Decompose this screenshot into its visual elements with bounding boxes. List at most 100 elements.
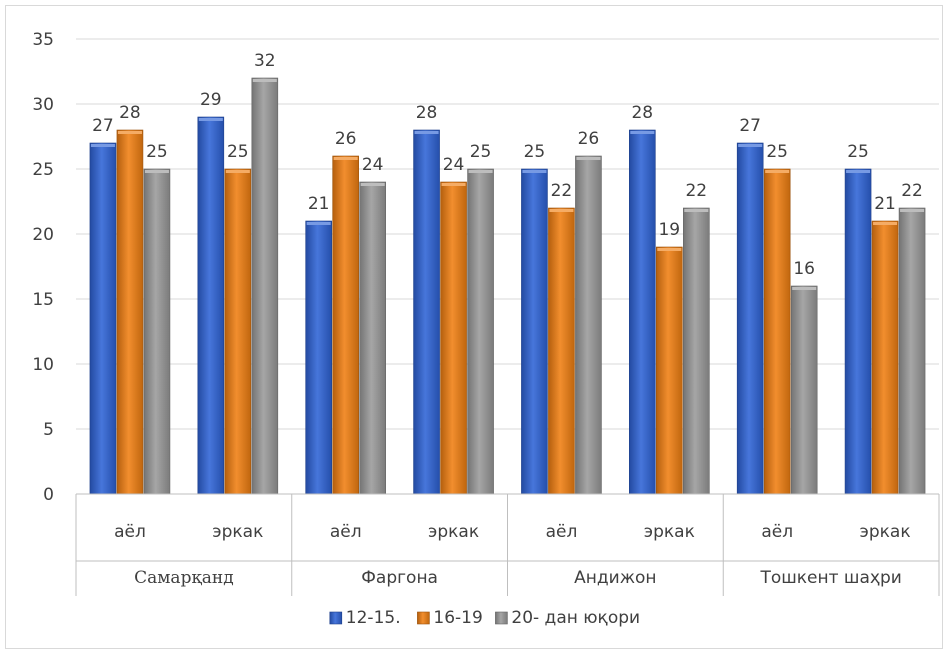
legend-swatch	[417, 611, 430, 625]
bar	[736, 142, 764, 495]
data-label: 29	[200, 90, 222, 110]
x-subcategory-label: аёл	[761, 522, 793, 542]
bar	[467, 168, 494, 495]
bar	[413, 129, 440, 495]
bar-bevel	[576, 157, 601, 160]
data-label: 25	[227, 142, 249, 162]
x-subcategory-label: аёл	[330, 522, 362, 542]
data-label: 25	[146, 142, 168, 162]
bar	[143, 168, 171, 495]
data-label: 27	[92, 116, 114, 136]
x-subcategory-label: аёл	[114, 522, 146, 542]
bar-bevel	[333, 157, 358, 160]
legend-label: 20- дан юқори	[511, 608, 640, 628]
bars	[89, 77, 926, 495]
bar	[305, 220, 332, 495]
bar-bevel	[144, 170, 169, 173]
data-label: 28	[416, 103, 438, 123]
bar	[332, 155, 359, 495]
bar	[575, 155, 602, 495]
data-label: 24	[362, 155, 384, 175]
x-axis: аёл эркак аёл эркак аёл эркак аёл эркак Самарқан…	[75, 493, 940, 596]
x-subcategory-label: аёл	[546, 522, 578, 542]
data-label: 28	[631, 103, 653, 123]
data-label: 22	[551, 181, 573, 201]
y-axis: 0 5 10 15 20 25 30 35	[32, 30, 54, 505]
x-group-label: Тошкент шаҳри	[759, 568, 901, 588]
bar	[116, 129, 144, 495]
bar-bevel	[522, 170, 547, 173]
bar-bevel	[360, 183, 385, 186]
bar	[224, 168, 252, 495]
x-subcategory-label: эркак	[428, 522, 479, 542]
data-label: 27	[739, 116, 761, 136]
bar-bevel	[117, 131, 142, 134]
data-label: 26	[335, 129, 357, 149]
bar	[548, 207, 575, 495]
data-label: 16	[793, 259, 815, 279]
bar-bevel	[90, 144, 115, 147]
bar-bevel	[468, 170, 493, 173]
bar-bevel	[765, 170, 790, 173]
bar-bevel	[738, 144, 763, 147]
bar-bevel	[441, 183, 466, 186]
bar	[521, 168, 548, 495]
data-label: 26	[578, 129, 600, 149]
bar	[197, 116, 225, 495]
data-label: 22	[685, 181, 707, 201]
y-tick-label: 35	[32, 30, 54, 50]
y-tick-label: 5	[43, 420, 54, 440]
y-tick-label: 10	[32, 355, 54, 375]
bar-bevel	[657, 248, 682, 251]
legend-swatch	[329, 611, 343, 625]
bar	[683, 207, 710, 495]
data-label: 24	[443, 155, 465, 175]
bar	[656, 246, 683, 495]
bar	[359, 181, 386, 495]
bar	[89, 142, 117, 495]
y-tick-label: 20	[32, 225, 54, 245]
bar-bevel	[684, 209, 709, 212]
bar-bevel	[225, 170, 250, 173]
x-subcategory-label: эркак	[860, 522, 911, 542]
data-label: 25	[766, 142, 788, 162]
bar	[629, 129, 656, 495]
chart-frame: 0 5 10 15 20 25 30 35 27 28 25 29 25 32 21 26 24 28 24 25 2…	[5, 5, 943, 649]
bar-bevel	[846, 170, 871, 173]
bar	[251, 77, 279, 495]
legend-label: 16-19	[433, 608, 482, 628]
data-label: 25	[524, 142, 546, 162]
legend-label: 12-15.	[346, 608, 401, 628]
bar	[898, 207, 926, 495]
bar-bevel	[252, 79, 277, 82]
legend: 12-15. 16-19 20- дан юқори	[329, 608, 640, 628]
bar-bevel	[873, 222, 898, 225]
data-label: 19	[658, 220, 680, 240]
bar-bevel	[630, 131, 655, 134]
y-tick-label: 30	[32, 95, 54, 115]
y-tick-label: 15	[32, 290, 54, 310]
data-label: 25	[847, 142, 869, 162]
bar-bevel	[414, 131, 439, 134]
data-label: 25	[470, 142, 492, 162]
y-tick-label: 25	[32, 160, 54, 180]
x-group-label: Самарқанд	[134, 568, 234, 588]
x-group-label: Андижон	[574, 568, 656, 588]
bar	[440, 181, 467, 495]
bar-bevel	[900, 209, 925, 212]
bar	[763, 168, 791, 495]
data-label: 28	[119, 103, 141, 123]
bar-bevel	[549, 209, 574, 212]
bar-bevel	[306, 222, 331, 225]
bar	[844, 168, 872, 495]
data-label: 21	[874, 194, 896, 214]
legend-swatch	[495, 611, 508, 625]
bar-bevel	[198, 118, 223, 121]
y-tick-label: 0	[43, 485, 54, 505]
x-subcategory-label: эркак	[644, 522, 695, 542]
bar-bevel	[792, 287, 817, 290]
bar	[871, 220, 899, 495]
x-subcategory-label: эркак	[212, 522, 263, 542]
